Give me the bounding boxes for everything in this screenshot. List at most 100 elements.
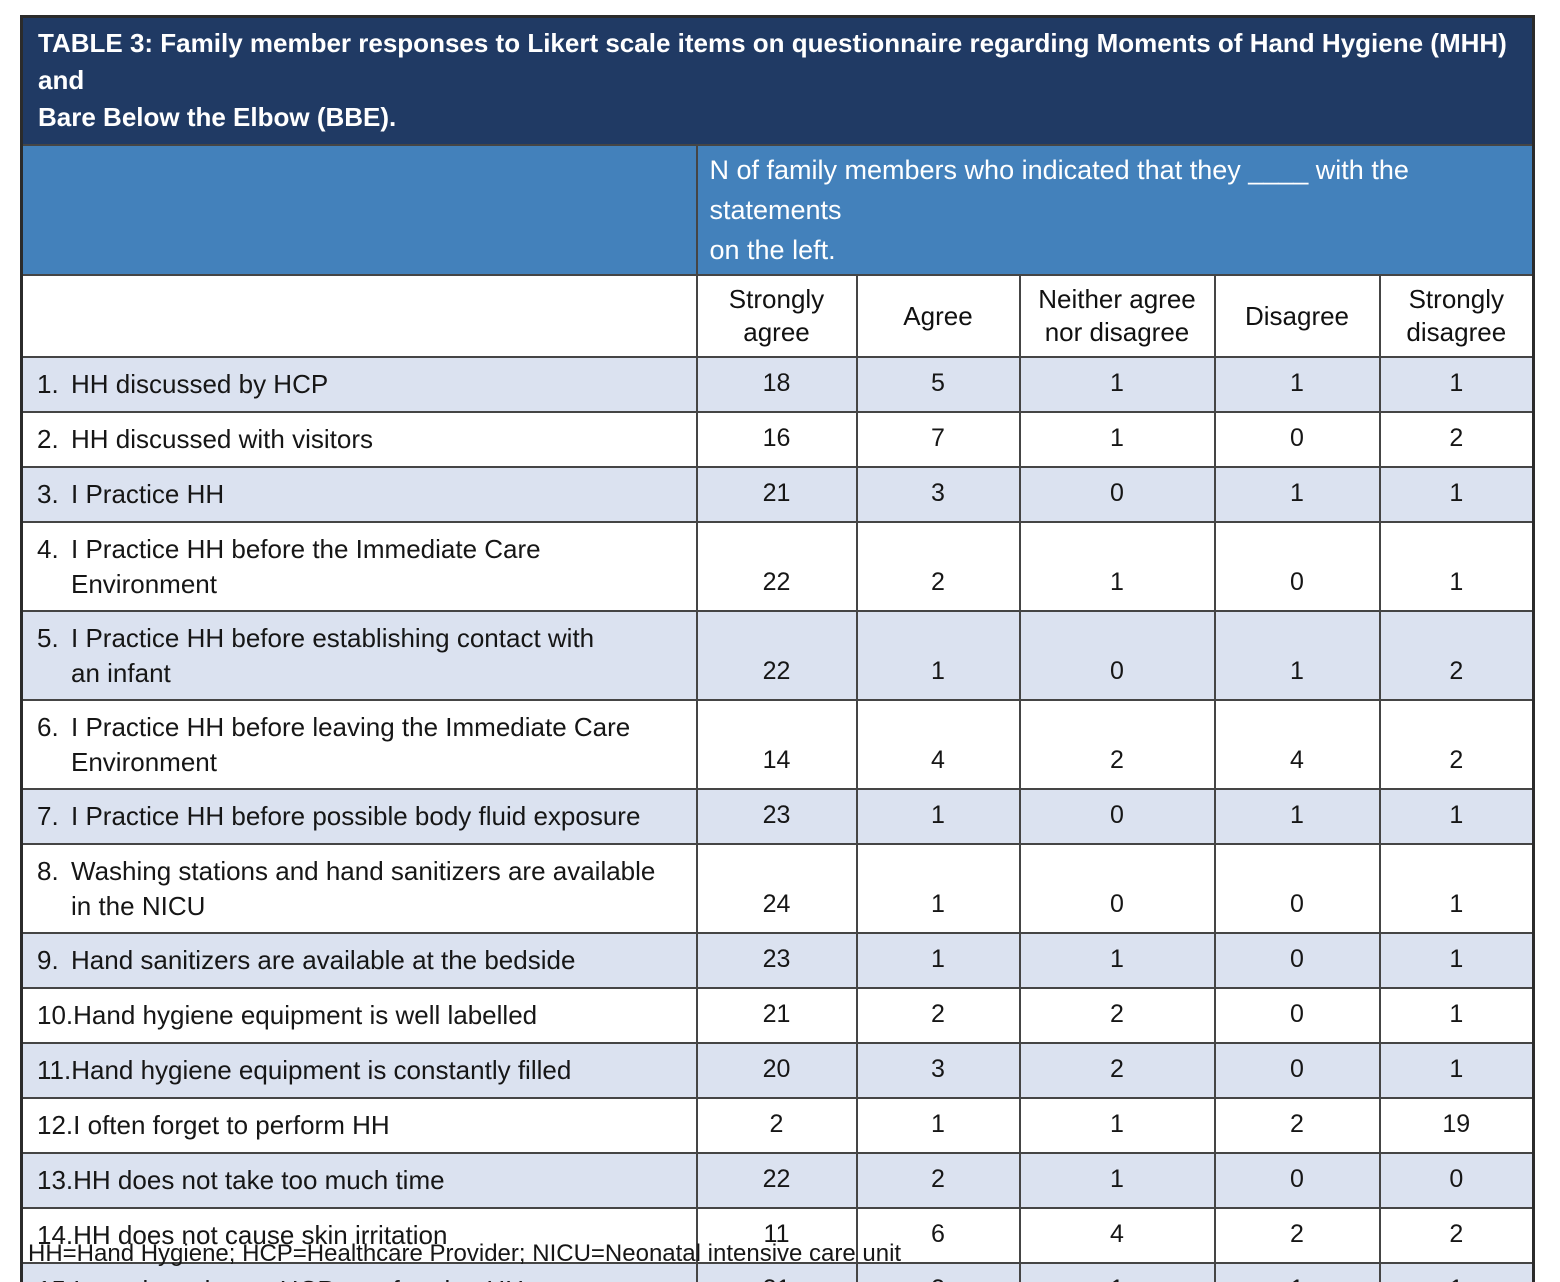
statement-number: 8. <box>37 855 59 886</box>
span-header-stub-cell <box>20 144 698 276</box>
table-row: 2. HH discussed with visitors 16 7 1 0 2 <box>20 411 1535 468</box>
statement-text: HH does not take too much time <box>73 1165 445 1195</box>
column-header-strongly-disagree: Strongly disagree <box>1378 274 1535 358</box>
value-cell-strongly-disagree: 1 <box>1378 932 1535 989</box>
statement-cell: 8. Washing stations and hand sanitizers a… <box>20 843 698 934</box>
value-cell-neither: 4 <box>1018 1207 1216 1264</box>
value-cell-strongly-agree: 23 <box>695 788 858 845</box>
value-cell-neither: 1 <box>1018 411 1216 468</box>
value-cell-disagree: 0 <box>1213 987 1381 1044</box>
value-cell-strongly-disagree: 0 <box>1378 1152 1535 1209</box>
statement-number: 11. <box>37 1055 72 1085</box>
column-header-line: Agree <box>903 300 973 331</box>
column-header-strongly-agree: Strongly agree <box>695 274 858 358</box>
value-cell-disagree: 2 <box>1213 1207 1381 1264</box>
table-row: 13.HH does not take too much time 22 2 1… <box>20 1152 1535 1209</box>
value-cell-agree: 5 <box>855 356 1021 413</box>
value-cell-strongly-agree: 16 <box>695 411 858 468</box>
value-cell-disagree: 0 <box>1213 843 1381 934</box>
statement-text: HH does not cause skin irritation <box>73 1220 448 1250</box>
statement-number: 10. <box>37 1000 74 1030</box>
table-row: 4. I Practice HH before the Immediate Car… <box>20 521 1535 612</box>
statement-number: 5. <box>37 622 59 653</box>
table-row: 10.Hand hygiene equipment is well labell… <box>20 987 1535 1044</box>
statement-cell: 1. HH discussed by HCP <box>20 356 698 413</box>
value-cell-agree: 1 <box>855 1097 1021 1154</box>
value-cell-neither: 0 <box>1018 788 1216 845</box>
value-cell-neither: 1 <box>1018 1152 1216 1209</box>
span-header-row: N of family members who indicated that t… <box>20 144 1535 276</box>
statement-number: 3. <box>37 479 59 509</box>
statement-cell: 10.Hand hygiene equipment is well labell… <box>20 987 698 1044</box>
value-cell-agree: 7 <box>855 411 1021 468</box>
statement-text-line2: an infant <box>71 657 171 688</box>
statement-cell: 5. I Practice HH before establishing cont… <box>20 610 698 701</box>
value-cell-strongly-agree: 21 <box>695 1262 858 1282</box>
statement-text: Hand hygiene equipment is constantly fil… <box>71 1055 572 1085</box>
value-cell-disagree: 1 <box>1213 356 1381 413</box>
value-cell-agree: 1 <box>855 610 1021 701</box>
value-cell-agree: 4 <box>855 699 1021 790</box>
value-cell-disagree: 0 <box>1213 1042 1381 1099</box>
table-title-row: TABLE 3: Family member responses to Like… <box>20 15 1535 146</box>
value-cell-agree: 3 <box>855 466 1021 523</box>
table-row: 15.I consistently see HCPs performing HH… <box>20 1262 1535 1282</box>
value-cell-strongly-agree: 22 <box>695 521 858 612</box>
value-cell-disagree: 0 <box>1213 521 1381 612</box>
value-cell-disagree: 1 <box>1213 466 1381 523</box>
value-cell-agree: 3 <box>855 1042 1021 1099</box>
table-row: 9. Hand sanitizers are available at the b… <box>20 932 1535 989</box>
value-cell-agree: 2 <box>855 1262 1021 1282</box>
value-cell-agree: 2 <box>855 1152 1021 1209</box>
value-cell-strongly-agree: 22 <box>695 610 858 701</box>
value-cell-strongly-agree: 11 <box>695 1207 858 1264</box>
value-cell-strongly-disagree: 1 <box>1378 788 1535 845</box>
span-header-line2: on the left. <box>709 235 836 265</box>
table-row: 1. HH discussed by HCP 18 5 1 1 1 <box>20 356 1535 413</box>
statement-text-line2: Environment <box>71 746 217 777</box>
statement-text: Hand sanitizers are available at the bed… <box>71 945 576 975</box>
value-cell-strongly-disagree: 2 <box>1378 411 1535 468</box>
value-cell-neither: 1 <box>1018 1262 1216 1282</box>
statement-text: I Practice HH before leaving the Immedia… <box>71 711 631 742</box>
value-cell-agree: 1 <box>855 932 1021 989</box>
value-cell-neither: 1 <box>1018 932 1216 989</box>
statement-number: 9. <box>37 945 59 975</box>
value-cell-disagree: 4 <box>1213 699 1381 790</box>
statement-text: I Practice HH before the Immediate Care <box>71 533 541 564</box>
statement-cell: 2. HH discussed with visitors <box>20 411 698 468</box>
statement-cell: 13.HH does not take too much time <box>20 1152 698 1209</box>
column-header-line: Disagree <box>1244 300 1350 331</box>
value-cell-strongly-disagree: 1 <box>1378 843 1535 934</box>
table-row: 6. I Practice HH before leaving the Immed… <box>20 699 1535 790</box>
statement-text: I consistently see HCPs performing HH <box>73 1275 524 1282</box>
value-cell-strongly-agree: 18 <box>695 356 858 413</box>
statement-number: 7. <box>37 801 59 831</box>
statement-text: Washing stations and hand sanitizers are… <box>71 855 656 886</box>
value-cell-neither: 1 <box>1018 356 1216 413</box>
statement-cell: 12.I often forget to perform HH <box>20 1097 698 1154</box>
value-cell-agree: 2 <box>855 521 1021 612</box>
table-row: 3. I Practice HH 21 3 0 1 1 <box>20 466 1535 523</box>
statement-cell: 11.Hand hygiene equipment is constantly … <box>20 1042 698 1099</box>
value-cell-strongly-disagree: 2 <box>1378 1207 1535 1264</box>
likert-table: TABLE 3: Family member responses to Like… <box>20 15 1536 1282</box>
value-cell-disagree: 2 <box>1213 1097 1381 1154</box>
value-cell-strongly-agree: 2 <box>695 1097 858 1154</box>
value-cell-neither: 1 <box>1018 521 1216 612</box>
table-title-line1: TABLE 3: Family member responses to Like… <box>38 28 1507 95</box>
value-cell-neither: 1 <box>1018 1097 1216 1154</box>
value-cell-strongly-disagree: 2 <box>1378 699 1535 790</box>
column-header-disagree: Disagree <box>1213 274 1381 358</box>
value-cell-strongly-agree: 24 <box>695 843 858 934</box>
value-cell-neither: 2 <box>1018 1042 1216 1099</box>
table-title: TABLE 3: Family member responses to Like… <box>20 15 1535 146</box>
value-cell-neither: 0 <box>1018 610 1216 701</box>
statement-number: 4. <box>37 533 59 564</box>
statement-number: 13. <box>37 1165 74 1195</box>
statement-number: 14. <box>37 1220 74 1250</box>
column-header-stub-cell <box>20 274 698 358</box>
statement-cell: 15.I consistently see HCPs performing HH <box>20 1262 698 1282</box>
value-cell-strongly-disagree: 1 <box>1378 521 1535 612</box>
